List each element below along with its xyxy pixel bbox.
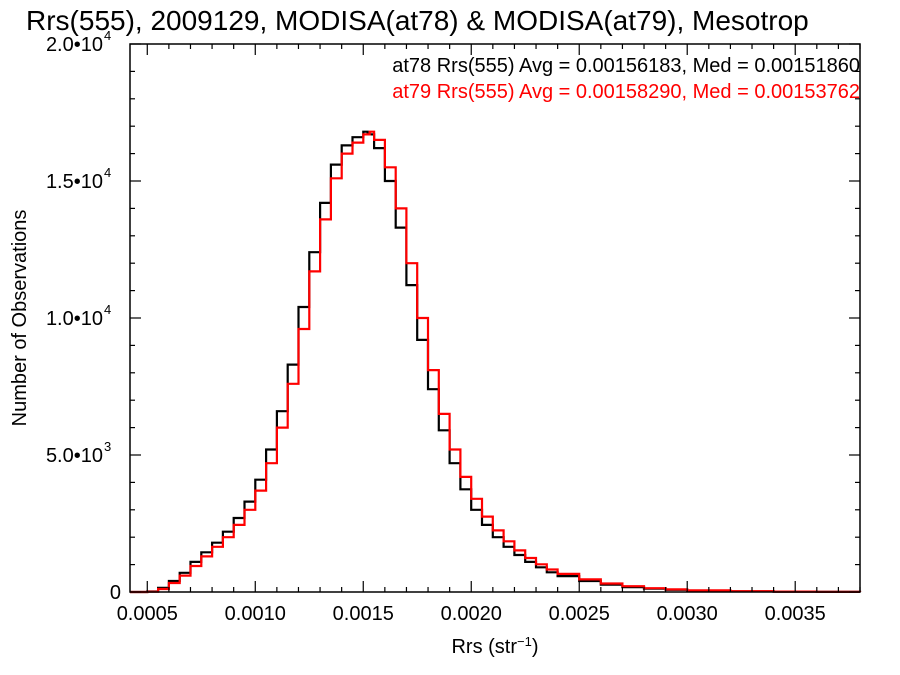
y-tick-label: 2.0•10 <box>46 34 103 56</box>
series-line-1 <box>130 130 862 594</box>
x-axis: 0.0005 0.0010 0.0015 0.0020 0.0025 0.0030 0.00… <box>117 44 861 625</box>
x-axis-label-part: Rrs (str <box>451 636 517 658</box>
x-axis-label: Rrs (str−1) <box>451 634 538 659</box>
y-tick-label: 1.0•10 <box>46 308 103 330</box>
y-tick-exponent: 3 <box>104 439 111 454</box>
legend-annotations: at78 Rrs(555) Avg = 0.00156183, Med = 0.… <box>392 55 860 103</box>
y-tick-exponent: 4 <box>104 165 111 180</box>
x-tick-label: 0.0025 <box>549 603 610 625</box>
series-layer <box>130 130 862 594</box>
x-tick-label: 0.0035 <box>765 603 826 625</box>
y-tick-label: 5.0•10 <box>46 445 103 467</box>
series-line-0 <box>130 130 862 594</box>
annotation-1: at79 Rrs(555) Avg = 0.00158290, Med = 0.… <box>392 81 860 103</box>
x-tick-label: 0.0015 <box>333 603 394 625</box>
annotation-0: at78 Rrs(555) Avg = 0.00156183, Med = 0.… <box>392 55 860 77</box>
y-tick-label: 1.5•10 <box>46 171 103 193</box>
x-axis-label-superscript: −1 <box>517 634 532 649</box>
y-tick-label: 0 <box>110 582 121 604</box>
x-axis-label-part: ) <box>532 636 539 658</box>
x-tick-label: 0.0005 <box>117 603 178 625</box>
y-tick-exponent: 4 <box>104 28 111 43</box>
chart-title: Rrs(555), 2009129, MODISA(at78) & MODISA… <box>26 5 809 36</box>
y-axis-label: Number of Observations <box>9 210 31 427</box>
x-tick-label: 0.0020 <box>441 603 502 625</box>
y-axis: 05.0•10 31.0•10 41.5•10 42.0•10 4 <box>46 28 860 604</box>
plot-frame <box>129 43 861 593</box>
x-tick-label: 0.0030 <box>657 603 718 625</box>
y-tick-exponent: 4 <box>104 302 111 317</box>
x-tick-label: 0.0010 <box>225 603 286 625</box>
